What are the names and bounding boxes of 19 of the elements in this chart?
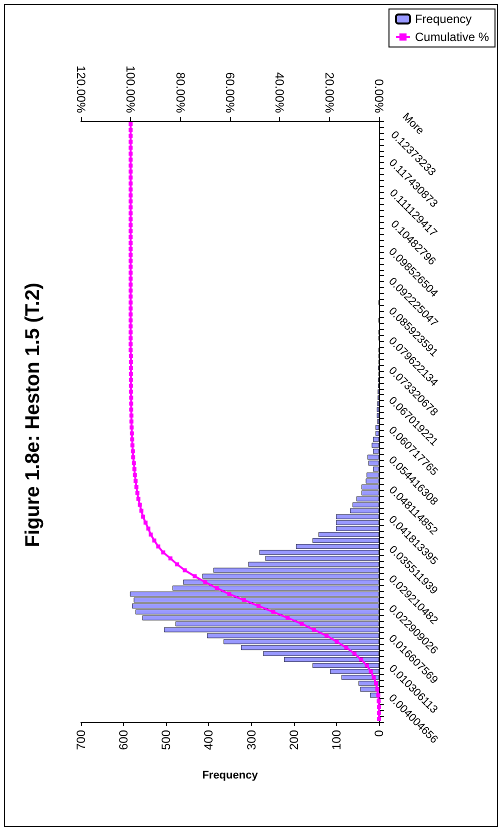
x-tick-label: 300 (244, 730, 258, 750)
x-tick-label: 200 (286, 730, 301, 750)
x-tick-label: 700 (74, 730, 88, 750)
x2-tick-label: 100.00% (124, 66, 138, 114)
legend-label: Frequency (414, 12, 472, 26)
x-axis-title: Frequency (202, 770, 259, 782)
x-tick-label: 100 (329, 730, 344, 750)
text: Figure 1.8e: Heston 1.5 (T.2) (22, 282, 44, 548)
legend-label: Cumulative % (414, 30, 490, 44)
x-tick-label: 400 (202, 730, 216, 750)
x-tick-label: 500 (159, 730, 174, 750)
x2-tick-label: 40.00% (272, 72, 287, 114)
x2-tick-label: 20.00% (322, 72, 336, 114)
x2-tick-label: 120.00% (74, 66, 88, 114)
x2-tick-label: 60.00% (223, 72, 237, 114)
x-tick-label: 600 (116, 730, 131, 750)
x2-tick-label: 80.00% (173, 72, 188, 114)
x2-tick-label: 0.00% (372, 78, 386, 114)
x-tick-label: 0 (372, 730, 386, 737)
